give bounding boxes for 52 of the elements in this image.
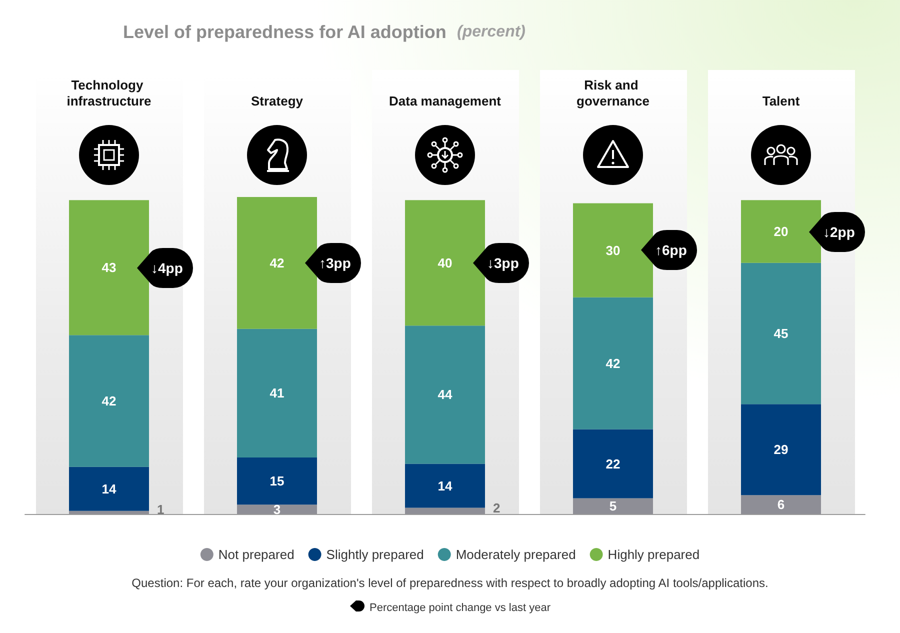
data-label: 14 <box>102 481 117 496</box>
data-label: 44 <box>438 387 453 402</box>
data-label: 5 <box>609 498 617 514</box>
chart-title: Level of preparedness for AI adoption <box>123 22 446 42</box>
data-label: 40 <box>438 255 452 270</box>
bar <box>573 429 653 498</box>
bar <box>237 197 317 329</box>
x-tick-label: Strategy <box>250 94 304 108</box>
data-label: 20 <box>774 224 788 240</box>
annotation: ↓4pp <box>151 258 183 278</box>
text: Percentage point change vs last year <box>369 602 550 614</box>
bar <box>69 335 149 467</box>
data-label: 14 <box>438 478 453 494</box>
legend-label: Moderately prepared <box>456 547 576 562</box>
data-label: 1 <box>157 502 164 517</box>
data-label: 15 <box>270 474 284 489</box>
data-label: 3 <box>273 502 281 517</box>
bar <box>69 466 149 511</box>
data-label: 42 <box>270 255 284 270</box>
bar <box>69 200 149 336</box>
bar <box>741 404 821 496</box>
legend-label: Slightly prepared <box>326 547 424 562</box>
data-label: 30 <box>606 242 620 258</box>
bar <box>405 464 485 508</box>
x-tick-label: Risk and governance <box>576 78 650 108</box>
x-tick-label: Talent <box>762 94 800 108</box>
data-label: 43 <box>102 260 116 276</box>
annotation: ↓3pp <box>487 254 519 273</box>
data-label: 22 <box>606 456 620 472</box>
bar <box>573 297 653 430</box>
bar <box>237 328 317 458</box>
annotation: ↑3pp <box>319 254 351 273</box>
x-tick-label: Data management <box>389 94 502 108</box>
bar <box>573 203 653 298</box>
bar <box>405 326 485 464</box>
bar <box>741 262 821 404</box>
legend-label: Not prepared <box>218 547 294 562</box>
chart-subtitle: (percent) <box>457 24 526 40</box>
text: Question: For each, rate your organization's level of preparedness with respect to broadly adopting AI tools/applications. <box>130 576 770 590</box>
data-label: 45 <box>774 326 788 342</box>
data-label: 2 <box>493 500 500 516</box>
annotation: ↑6pp <box>655 241 687 260</box>
data-label: 42 <box>606 356 620 371</box>
data-label: 29 <box>774 442 788 458</box>
bar <box>237 458 317 505</box>
data-label: 6 <box>777 497 785 512</box>
bar <box>405 200 485 326</box>
data-label: 41 <box>270 386 284 401</box>
annotation: ↓2pp <box>823 222 855 242</box>
x-tick-label: Technology infrastructure <box>66 78 152 108</box>
data-label: 42 <box>102 394 116 409</box>
legend-label: Highly prepared <box>608 547 700 562</box>
